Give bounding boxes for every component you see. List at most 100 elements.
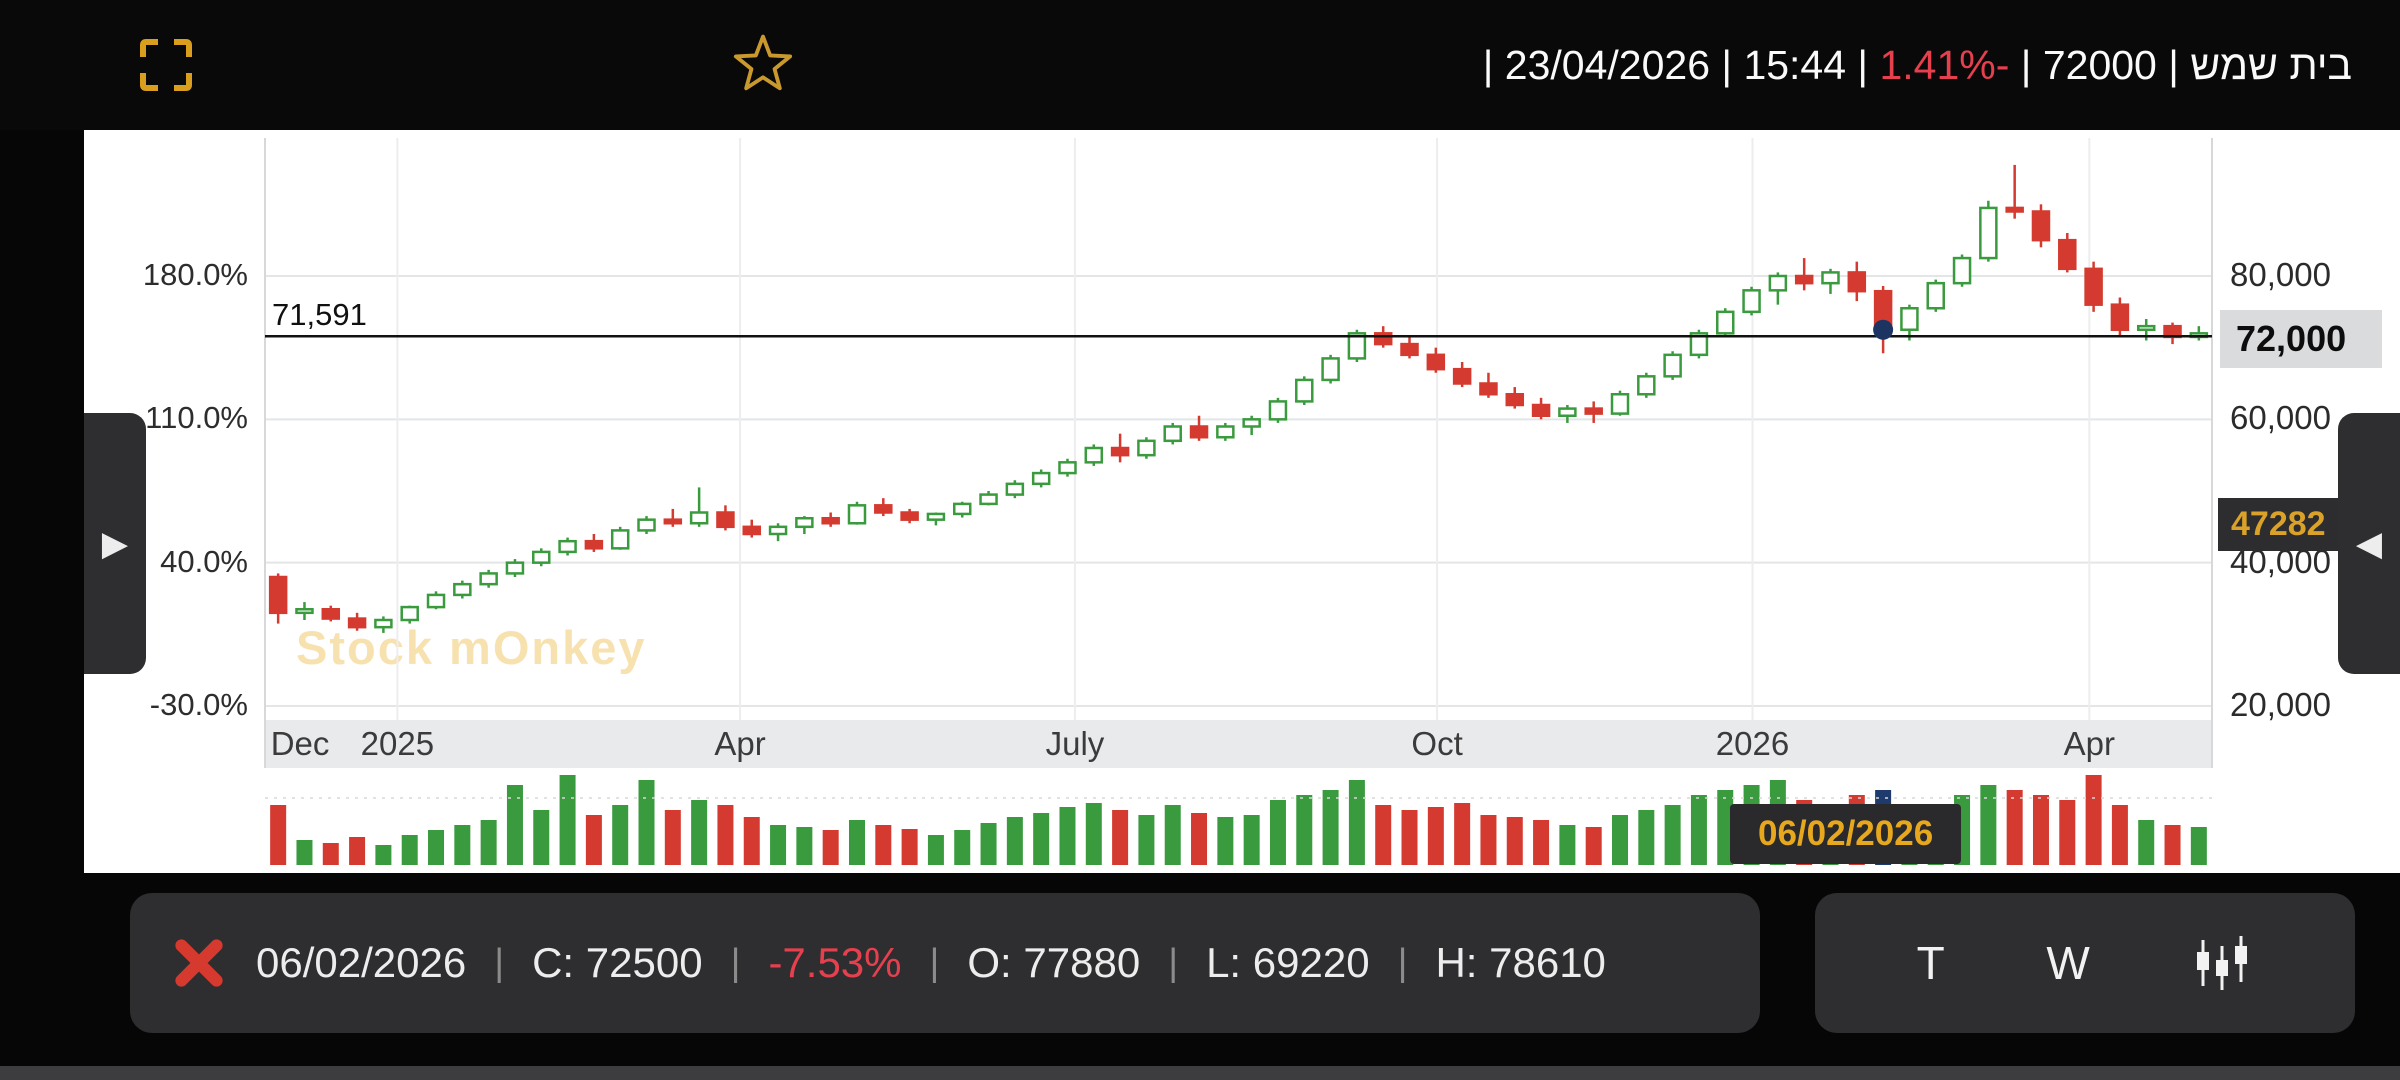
candle-body: [1505, 393, 1525, 407]
volume-bar: [322, 843, 339, 865]
candle-body: [426, 593, 446, 609]
volume-bar: [454, 825, 471, 865]
time-axis: Dec 2025 Apr July Oct 2026 Apr: [265, 720, 2212, 768]
candle-body: [2031, 210, 2051, 242]
pan-right-button[interactable]: ◀: [2338, 413, 2400, 674]
candle-body: [1005, 482, 1025, 496]
volume-bar: [2138, 820, 2155, 865]
chart-type-candles-icon[interactable]: [2191, 932, 2253, 994]
candle-body: [1216, 425, 1235, 439]
price-axis-label: 20,000: [2230, 686, 2331, 723]
candle-body: [1558, 407, 1577, 418]
candle-body: [1321, 357, 1340, 382]
time-axis-label: Oct: [1411, 725, 1463, 762]
candle-body: [1479, 382, 1498, 396]
favorite-star-icon[interactable]: [730, 30, 796, 96]
volume-bar: [559, 775, 576, 865]
candle-body: [1110, 446, 1130, 457]
candle-body: [795, 516, 814, 529]
price-axis-label: 60,000: [2230, 399, 2331, 437]
candle-body: [400, 605, 419, 622]
volume-bar: [1138, 815, 1155, 865]
volume-bar: [1533, 820, 1550, 865]
candle-body: [1373, 332, 1393, 346]
candle-body: [1716, 310, 1735, 335]
candle-body: [1900, 307, 1919, 331]
divider: |: [1168, 941, 1179, 984]
volume-bar: [875, 825, 892, 865]
candle-body: [1452, 367, 1472, 385]
volume-bar: [1059, 807, 1076, 865]
candle-body: [295, 608, 314, 615]
percent-axis-label: 180.0%: [142, 257, 248, 292]
instrument-header: | 23/04/2026 | 15:44 | 1.41%- | 72000 | …: [1483, 0, 2352, 130]
candle-body: [610, 529, 630, 550]
volume-bar: [691, 800, 708, 865]
price-axis-label: 80,000: [2230, 256, 2331, 293]
volume-bar: [1217, 817, 1234, 865]
chart-card: Stock mOnkey 180.0% 110.0% 40.0% -30.0% 80,…: [84, 130, 2400, 873]
timeframe-day-button[interactable]: T: [1916, 937, 1945, 989]
volume-bar: [1191, 813, 1208, 865]
timeframe-week-button[interactable]: W: [2046, 937, 2090, 989]
time-axis-label: Dec: [270, 725, 330, 762]
volume-bar: [1164, 805, 1181, 865]
volume-bar: [349, 837, 366, 865]
candle-body: [1137, 439, 1156, 457]
current-price-badge: 72,000: [2220, 310, 2382, 368]
candlestick-chart[interactable]: [84, 130, 2400, 873]
volume-bar: [1375, 805, 1392, 865]
candle-body: [2136, 324, 2156, 332]
candle-body: [1637, 375, 1656, 396]
candle-body: [1084, 446, 1104, 464]
volume-bar: [770, 825, 787, 865]
volume-bar: [1296, 795, 1313, 865]
volume-bar: [2164, 825, 2181, 865]
candle-body: [689, 511, 709, 525]
candle-body: [532, 550, 551, 564]
candle-body: [1031, 471, 1051, 486]
candle-body: [1689, 332, 1709, 357]
volume-bar: [533, 810, 550, 865]
candle-body: [1794, 274, 1814, 285]
candle-body: [268, 575, 288, 615]
candle-body: [1847, 271, 1867, 293]
time-axis-label: 2026: [1715, 725, 1790, 762]
volume-bar: [638, 780, 655, 865]
time-axis-label: 2025: [360, 725, 435, 762]
volume-bar: [1322, 790, 1339, 865]
volume-bar: [1112, 810, 1129, 865]
close-icon[interactable]: [172, 936, 226, 990]
volume-bar: [1401, 810, 1418, 865]
fullscreen-icon[interactable]: [138, 37, 194, 93]
volume-bar: [717, 805, 734, 865]
pan-left-button[interactable]: ▶: [84, 413, 146, 674]
percent-axis-label: 110.0%: [145, 400, 248, 436]
volume-bar: [1585, 827, 1602, 865]
candle-body: [874, 504, 893, 514]
volume-bar: [927, 835, 944, 865]
info-close: C: 72500: [532, 939, 703, 986]
info-date: 06/02/2026: [256, 939, 467, 986]
candle-body: [1584, 407, 1603, 415]
volume-bar: [2111, 805, 2128, 865]
volume-bar: [1980, 785, 1997, 865]
candle-body: [1058, 461, 1077, 475]
candle-body: [1821, 271, 1840, 285]
volume-bar: [1664, 805, 1681, 865]
volume-bar: [822, 830, 839, 865]
percent-axis-label: 40.0%: [160, 543, 248, 579]
volume-bar: [848, 820, 865, 865]
time-axis-label: Apr: [2063, 725, 2116, 762]
candle-body: [1979, 206, 1998, 260]
candle-body: [505, 561, 525, 575]
volume-bar: [1559, 825, 1576, 865]
gesture-navigation-bar[interactable]: [0, 1066, 2400, 1080]
volume-bar: [954, 830, 971, 865]
candle-body: [1242, 418, 1261, 428]
candle-body: [321, 608, 341, 620]
info-change-percent: -7.53%: [768, 939, 902, 986]
candle-body: [1347, 332, 1367, 360]
volume-bar: [1269, 800, 1286, 865]
candle-body: [347, 617, 367, 629]
